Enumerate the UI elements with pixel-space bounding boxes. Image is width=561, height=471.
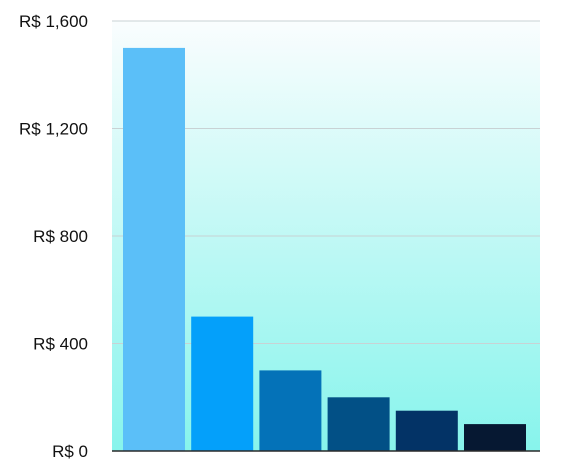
bar (395, 410, 458, 451)
bars (123, 47, 526, 452)
bar (191, 316, 254, 451)
bar (123, 47, 185, 452)
y-tick-label: R$ 400 (33, 335, 88, 354)
bar (259, 370, 322, 451)
y-tick-label: R$ 1,600 (19, 12, 88, 31)
y-axis-ticks: R$ 0 R$ 400 R$ 800 R$ 1,200 R$ 1,600 (19, 12, 88, 461)
y-tick-label: R$ 0 (52, 442, 88, 461)
y-tick-label: R$ 800 (33, 227, 88, 246)
bar (464, 424, 526, 451)
bar (327, 397, 390, 452)
y-tick-label: R$ 1,200 (19, 120, 88, 139)
